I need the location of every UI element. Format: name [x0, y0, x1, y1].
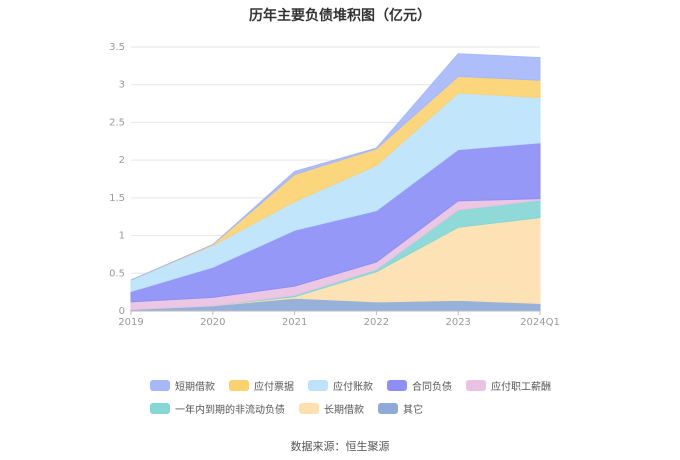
y-tick-label: 2.5 — [109, 117, 125, 128]
legend-swatch — [229, 380, 249, 391]
y-tick-label: 0 — [119, 306, 125, 317]
legend-label: 合同负债 — [412, 382, 452, 393]
legend-label: 应付票据 — [254, 382, 294, 393]
legend-swatch — [150, 403, 170, 414]
legend-label: 短期借款 — [175, 382, 215, 393]
legend-item[interactable]: 其它 — [378, 401, 423, 416]
legend-item[interactable]: 一年内到期的非流动负债 — [150, 401, 285, 416]
legend-swatch — [378, 403, 398, 414]
legend: 短期借款 应付票据 应付账款 合同负债 应付职工薪酬一年内到期的非流动负债 长期借款 其它 — [150, 378, 590, 424]
y-tick-label: 1.5 — [109, 193, 125, 204]
legend-swatch — [466, 380, 486, 391]
legend-item[interactable]: 应付职工薪酬 — [466, 378, 551, 393]
x-tick-label: 2021 — [282, 317, 307, 328]
legend-row: 短期借款 应付票据 应付账款 合同负债 应付职工薪酬 — [150, 378, 590, 393]
x-tick-label: 2020 — [200, 317, 225, 328]
legend-label: 应付职工薪酬 — [491, 382, 551, 393]
legend-swatch — [387, 380, 407, 391]
x-tick-label: 2022 — [364, 317, 389, 328]
y-tick-label: 3 — [119, 80, 125, 91]
y-tick-label: 1 — [119, 231, 125, 242]
area-series-7 — [130, 53, 541, 281]
y-tick-label: 3.5 — [109, 42, 125, 53]
y-tick-label: 2 — [119, 155, 125, 166]
legend-item[interactable]: 应付票据 — [229, 378, 294, 393]
y-tick-label: 0.5 — [109, 268, 125, 279]
legend-label: 一年内到期的非流动负债 — [175, 405, 285, 416]
x-tick-label: 2023 — [445, 317, 470, 328]
legend-label: 长期借款 — [324, 405, 364, 416]
legend-swatch — [299, 403, 319, 414]
x-tick-label: 2024Q1 — [520, 317, 560, 328]
chart-title: 历年主要负债堆积图（亿元） — [249, 7, 431, 24]
x-axis: 2019 2020 2021 2022 2023 2024Q1 — [118, 310, 560, 328]
legend-item[interactable]: 短期借款 — [150, 378, 215, 393]
area-series — [130, 53, 541, 312]
y-axis: 0 0.5 1 1.5 2 2.5 3 3.5 — [109, 42, 125, 317]
legend-swatch — [150, 380, 170, 391]
legend-label: 应付账款 — [333, 382, 373, 393]
data-source: 数据来源：恒生聚源 — [290, 440, 390, 453]
legend-item[interactable]: 合同负债 — [387, 378, 452, 393]
x-tick-label: 2019 — [118, 317, 143, 328]
legend-item[interactable]: 长期借款 — [299, 401, 364, 416]
stacked-area-chart: 历年主要负债堆积图（亿元） 00.511.522.533.5 2019 2020 2… — [109, 7, 560, 328]
legend-label: 其它 — [403, 405, 423, 416]
legend-item[interactable]: 应付账款 — [308, 378, 373, 393]
legend-row: 一年内到期的非流动负债 长期借款 其它 — [150, 401, 590, 416]
legend-swatch — [308, 380, 328, 391]
